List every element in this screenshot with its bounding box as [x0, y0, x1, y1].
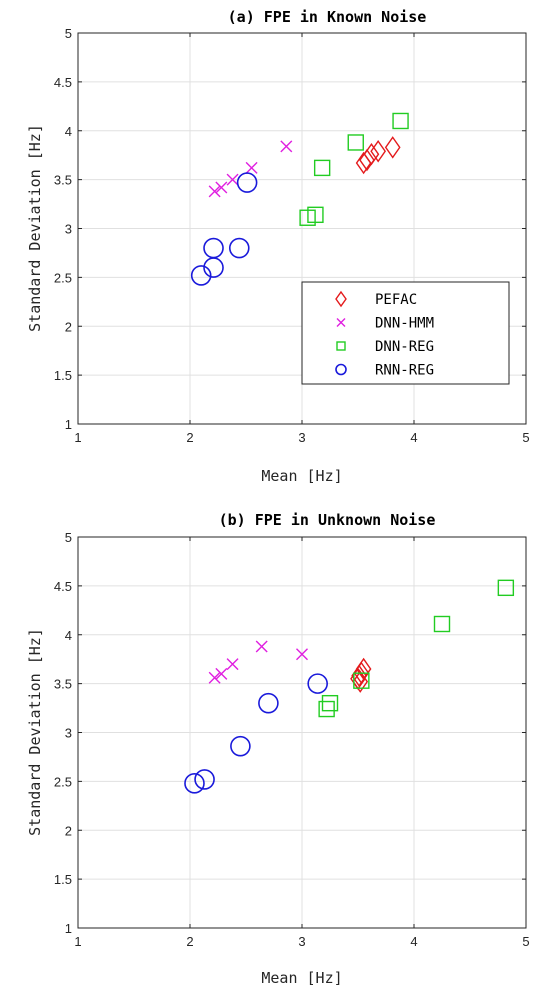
axes-box: [77, 536, 527, 929]
data-point-dnn-hmm: [296, 648, 308, 661]
legend-label-dnn-reg: DNN-REG: [375, 339, 434, 355]
data-point-pefac: [359, 148, 375, 172]
legend-label-pefac: PEFAC: [375, 292, 417, 308]
x-tick-label: 3: [298, 430, 305, 445]
y-tick-label: 4: [65, 628, 72, 643]
data-point-dnn-reg: [313, 159, 331, 177]
data-point-dnn-reg: [353, 672, 370, 689]
plot-area: 1 2 3 4 5 1 1.5 2 2.5 3 3.5 4 4.5 5: [54, 530, 530, 949]
y-tick-label: 3.5: [54, 677, 72, 692]
data-point-pefac: [384, 136, 401, 159]
data-point-rnn-reg: [230, 735, 251, 757]
data-point-dnn-hmm: [245, 161, 258, 174]
data-point-rnn-reg: [203, 237, 224, 259]
y-tick-label: 1.5: [54, 368, 72, 383]
y-tick-label: 4: [65, 124, 72, 139]
data-point-dnn-reg: [321, 694, 339, 712]
y-tick-label: 2: [65, 319, 72, 334]
x-tick-label: 4: [410, 934, 417, 949]
data-point-dnn-hmm: [215, 667, 228, 680]
y-tick-label: 3.5: [54, 173, 72, 188]
y-tick-label: 5: [65, 530, 72, 545]
x-tick-label: 2: [186, 934, 193, 949]
data-point-rnn-reg: [258, 692, 279, 714]
x-tick-label: 3: [298, 934, 305, 949]
y-tick-label: 1: [65, 417, 72, 432]
y-tick-label: 4.5: [54, 75, 72, 90]
legend-marker-rnn-reg: [335, 363, 347, 376]
data-point-pefac: [355, 657, 372, 681]
data-point-dnn-reg: [433, 615, 451, 633]
data-point-pefac: [363, 142, 380, 166]
data-point-rnn-reg: [228, 237, 250, 259]
data-point-dnn-hmm: [208, 185, 221, 198]
data-point-rnn-reg: [190, 265, 212, 286]
legend-marker-dnn-reg: [336, 341, 346, 351]
data-point-dnn-hmm: [215, 181, 228, 194]
data-point-pefac: [370, 140, 387, 163]
y-tick-label: 3: [65, 726, 72, 741]
data-point-dnn-reg: [497, 579, 515, 597]
y-tick-label: 4.5: [54, 579, 72, 594]
x-axis-label: Mean [Hz]: [261, 969, 342, 987]
data-point-dnn-reg: [318, 700, 335, 718]
y-tick-label: 5: [65, 26, 72, 41]
y-axis-label: Standard Deviation [Hz]: [26, 124, 44, 332]
legend-marker-dnn-hmm: [336, 318, 346, 327]
panel-a: (a) FPE in Known Noise 1 2 3 4 5 1 1.5 2 2.5 3 3.5…: [26, 8, 530, 485]
data-point-dnn-reg: [347, 134, 364, 151]
data-point-rnn-reg: [236, 172, 258, 193]
x-tick-label: 1: [74, 934, 81, 949]
x-tick-label: 5: [522, 934, 529, 949]
x-axis-label: Mean [Hz]: [261, 467, 342, 485]
data-point-dnn-hmm: [255, 640, 268, 653]
data-point-pefac: [352, 670, 369, 693]
data-point-rnn-reg: [307, 673, 328, 694]
legend-label-dnn-hmm: DNN-HMM: [375, 316, 434, 332]
y-tick-label: 1: [65, 921, 72, 936]
data-point-dnn-reg: [307, 206, 324, 224]
x-tick-label: 2: [186, 430, 193, 445]
y-tick-label: 2.5: [54, 270, 72, 285]
data-point-dnn-hmm: [280, 140, 293, 153]
panel-b: (b) FPE in Unknown Noise 1 2 3 4 5 1 1.5 2 2.5 3 3…: [26, 511, 530, 987]
plot-area: 1 2 3 4 5 1 1.5 2 2.5 3 3.5 4 4.5 5 PEFAC DNN-HMM DNN-RE…: [54, 26, 530, 445]
axes-box: [77, 32, 527, 425]
chart-title: (b) FPE in Unknown Noise: [219, 511, 436, 529]
y-tick-label: 3: [65, 222, 72, 237]
legend-label-rnn-reg: RNN-REG: [375, 363, 434, 379]
data-point-dnn-hmm: [226, 173, 239, 186]
y-tick-label: 2.5: [54, 774, 72, 789]
data-point-dnn-reg: [392, 112, 409, 130]
y-axis-label: Standard Deviation [Hz]: [26, 628, 44, 836]
data-point-rnn-reg: [194, 769, 215, 790]
data-point-dnn-hmm: [226, 658, 239, 671]
data-point-rnn-reg: [184, 773, 205, 794]
x-tick-label: 5: [522, 430, 529, 445]
y-tick-label: 2: [65, 823, 72, 838]
x-tick-label: 1: [74, 430, 81, 445]
legend-marker-pefac: [335, 290, 347, 308]
chart-title: (a) FPE in Known Noise: [228, 8, 427, 26]
y-tick-label: 1.5: [54, 872, 72, 887]
legend: PEFAC DNN-HMM DNN-REG RNN-REG: [301, 281, 510, 385]
data-point-dnn-hmm: [208, 671, 221, 684]
x-tick-label: 4: [410, 430, 417, 445]
